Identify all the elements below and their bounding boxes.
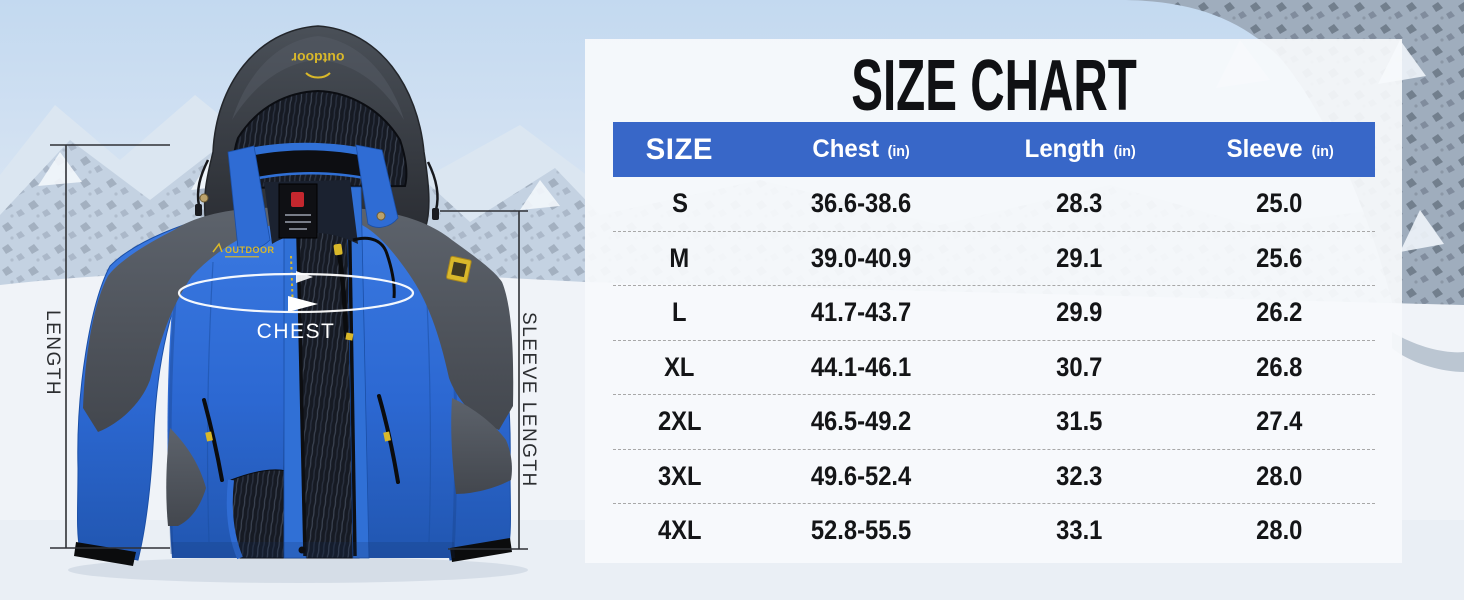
header-cell-chest: Chest (in) — [812, 135, 910, 163]
header-cell-size: SIZE — [646, 132, 714, 166]
cell-length: 33.1 — [1056, 515, 1103, 546]
header-cell-sleeve: Sleeve (in) — [1226, 135, 1334, 163]
cell-length: 29.1 — [1056, 242, 1103, 273]
table-row: 2XL 46.5-49.2 31.5 27.4 — [613, 395, 1375, 450]
cell-size: 3XL — [657, 460, 702, 491]
header-cell-length: Length (in) — [1024, 135, 1136, 163]
cell-sleeve: 25.0 — [1256, 188, 1303, 219]
sleeve-length-label: SLEEVE LENGTH — [518, 312, 539, 488]
cell-sleeve: 26.2 — [1256, 297, 1303, 328]
table-row: XL 44.1-46.1 30.7 26.8 — [613, 341, 1375, 395]
cell-length: 29.9 — [1056, 297, 1103, 328]
table-row: M 39.0-40.9 29.1 25.6 — [613, 232, 1375, 286]
cell-chest: 46.5-49.2 — [810, 406, 911, 437]
jacket-gray-panels — [83, 207, 514, 526]
svg-text:outdoor: outdoor — [291, 50, 344, 66]
hood-drawcord — [426, 161, 439, 211]
jacket-photo: outdoor — [0, 0, 585, 600]
cell-size: 2XL — [657, 406, 702, 437]
cell-chest: 36.6-38.6 — [810, 188, 911, 219]
chest-logo: OUTDOOR — [212, 242, 275, 258]
cell-length: 28.3 — [1056, 188, 1103, 219]
length-label: LENGTH — [42, 310, 63, 397]
cell-sleeve: 28.0 — [1256, 460, 1303, 491]
front-zipper — [295, 190, 307, 557]
arm-logo-patch — [446, 255, 472, 283]
table-row: S 36.6-38.6 28.3 25.0 — [613, 177, 1375, 232]
cell-size: S — [671, 188, 688, 219]
cuffs-and-hem — [74, 538, 512, 566]
cell-chest: 49.6-52.4 — [810, 460, 911, 491]
cell-chest: 44.1-46.1 — [810, 351, 911, 382]
cell-size: 4XL — [657, 515, 702, 546]
cell-size: M — [669, 242, 690, 273]
cell-length: 30.7 — [1056, 351, 1103, 382]
cell-chest: 39.0-40.9 — [810, 242, 911, 273]
svg-text:OUTDOOR: OUTDOOR — [225, 245, 275, 255]
size-chart-panel: SIZE CHART SIZE Chest (in) Length (in) Sle… — [585, 39, 1402, 563]
table-row: 4XL 52.8-55.5 33.1 28.0 — [613, 504, 1375, 558]
cell-sleeve: 28.0 — [1256, 515, 1303, 546]
cell-length: 32.3 — [1056, 460, 1103, 491]
cell-size: L — [672, 297, 687, 328]
cell-chest: 41.7-43.7 — [810, 297, 911, 328]
front-zipper — [347, 190, 357, 557]
hood-drawcord — [196, 159, 210, 207]
table-row: L 41.7-43.7 29.9 26.2 — [613, 286, 1375, 341]
hand-pockets — [202, 394, 400, 484]
cell-sleeve: 27.4 — [1256, 406, 1303, 437]
cell-size: XL — [664, 351, 695, 382]
jacket-collar — [199, 142, 399, 251]
size-chart-title: SIZE CHART — [850, 44, 1137, 126]
table-row: 3XL 49.6-52.4 32.3 28.0 — [613, 450, 1375, 504]
inner-brand-label — [278, 183, 318, 239]
hood-logo: outdoor — [291, 50, 344, 79]
cell-length: 31.5 — [1056, 406, 1103, 437]
table-body: S 36.6-38.6 28.3 25.0 M 39.0-40.9 29.1 25.6 L 41.… — [613, 177, 1375, 558]
cell-sleeve: 26.8 — [1256, 351, 1303, 382]
cell-chest: 52.8-55.5 — [810, 515, 911, 546]
table-header: SIZE Chest (in) Length (in) Sleeve (in) — [613, 122, 1375, 177]
jacket-shadow — [68, 557, 528, 583]
cell-sleeve: 25.6 — [1256, 242, 1303, 273]
